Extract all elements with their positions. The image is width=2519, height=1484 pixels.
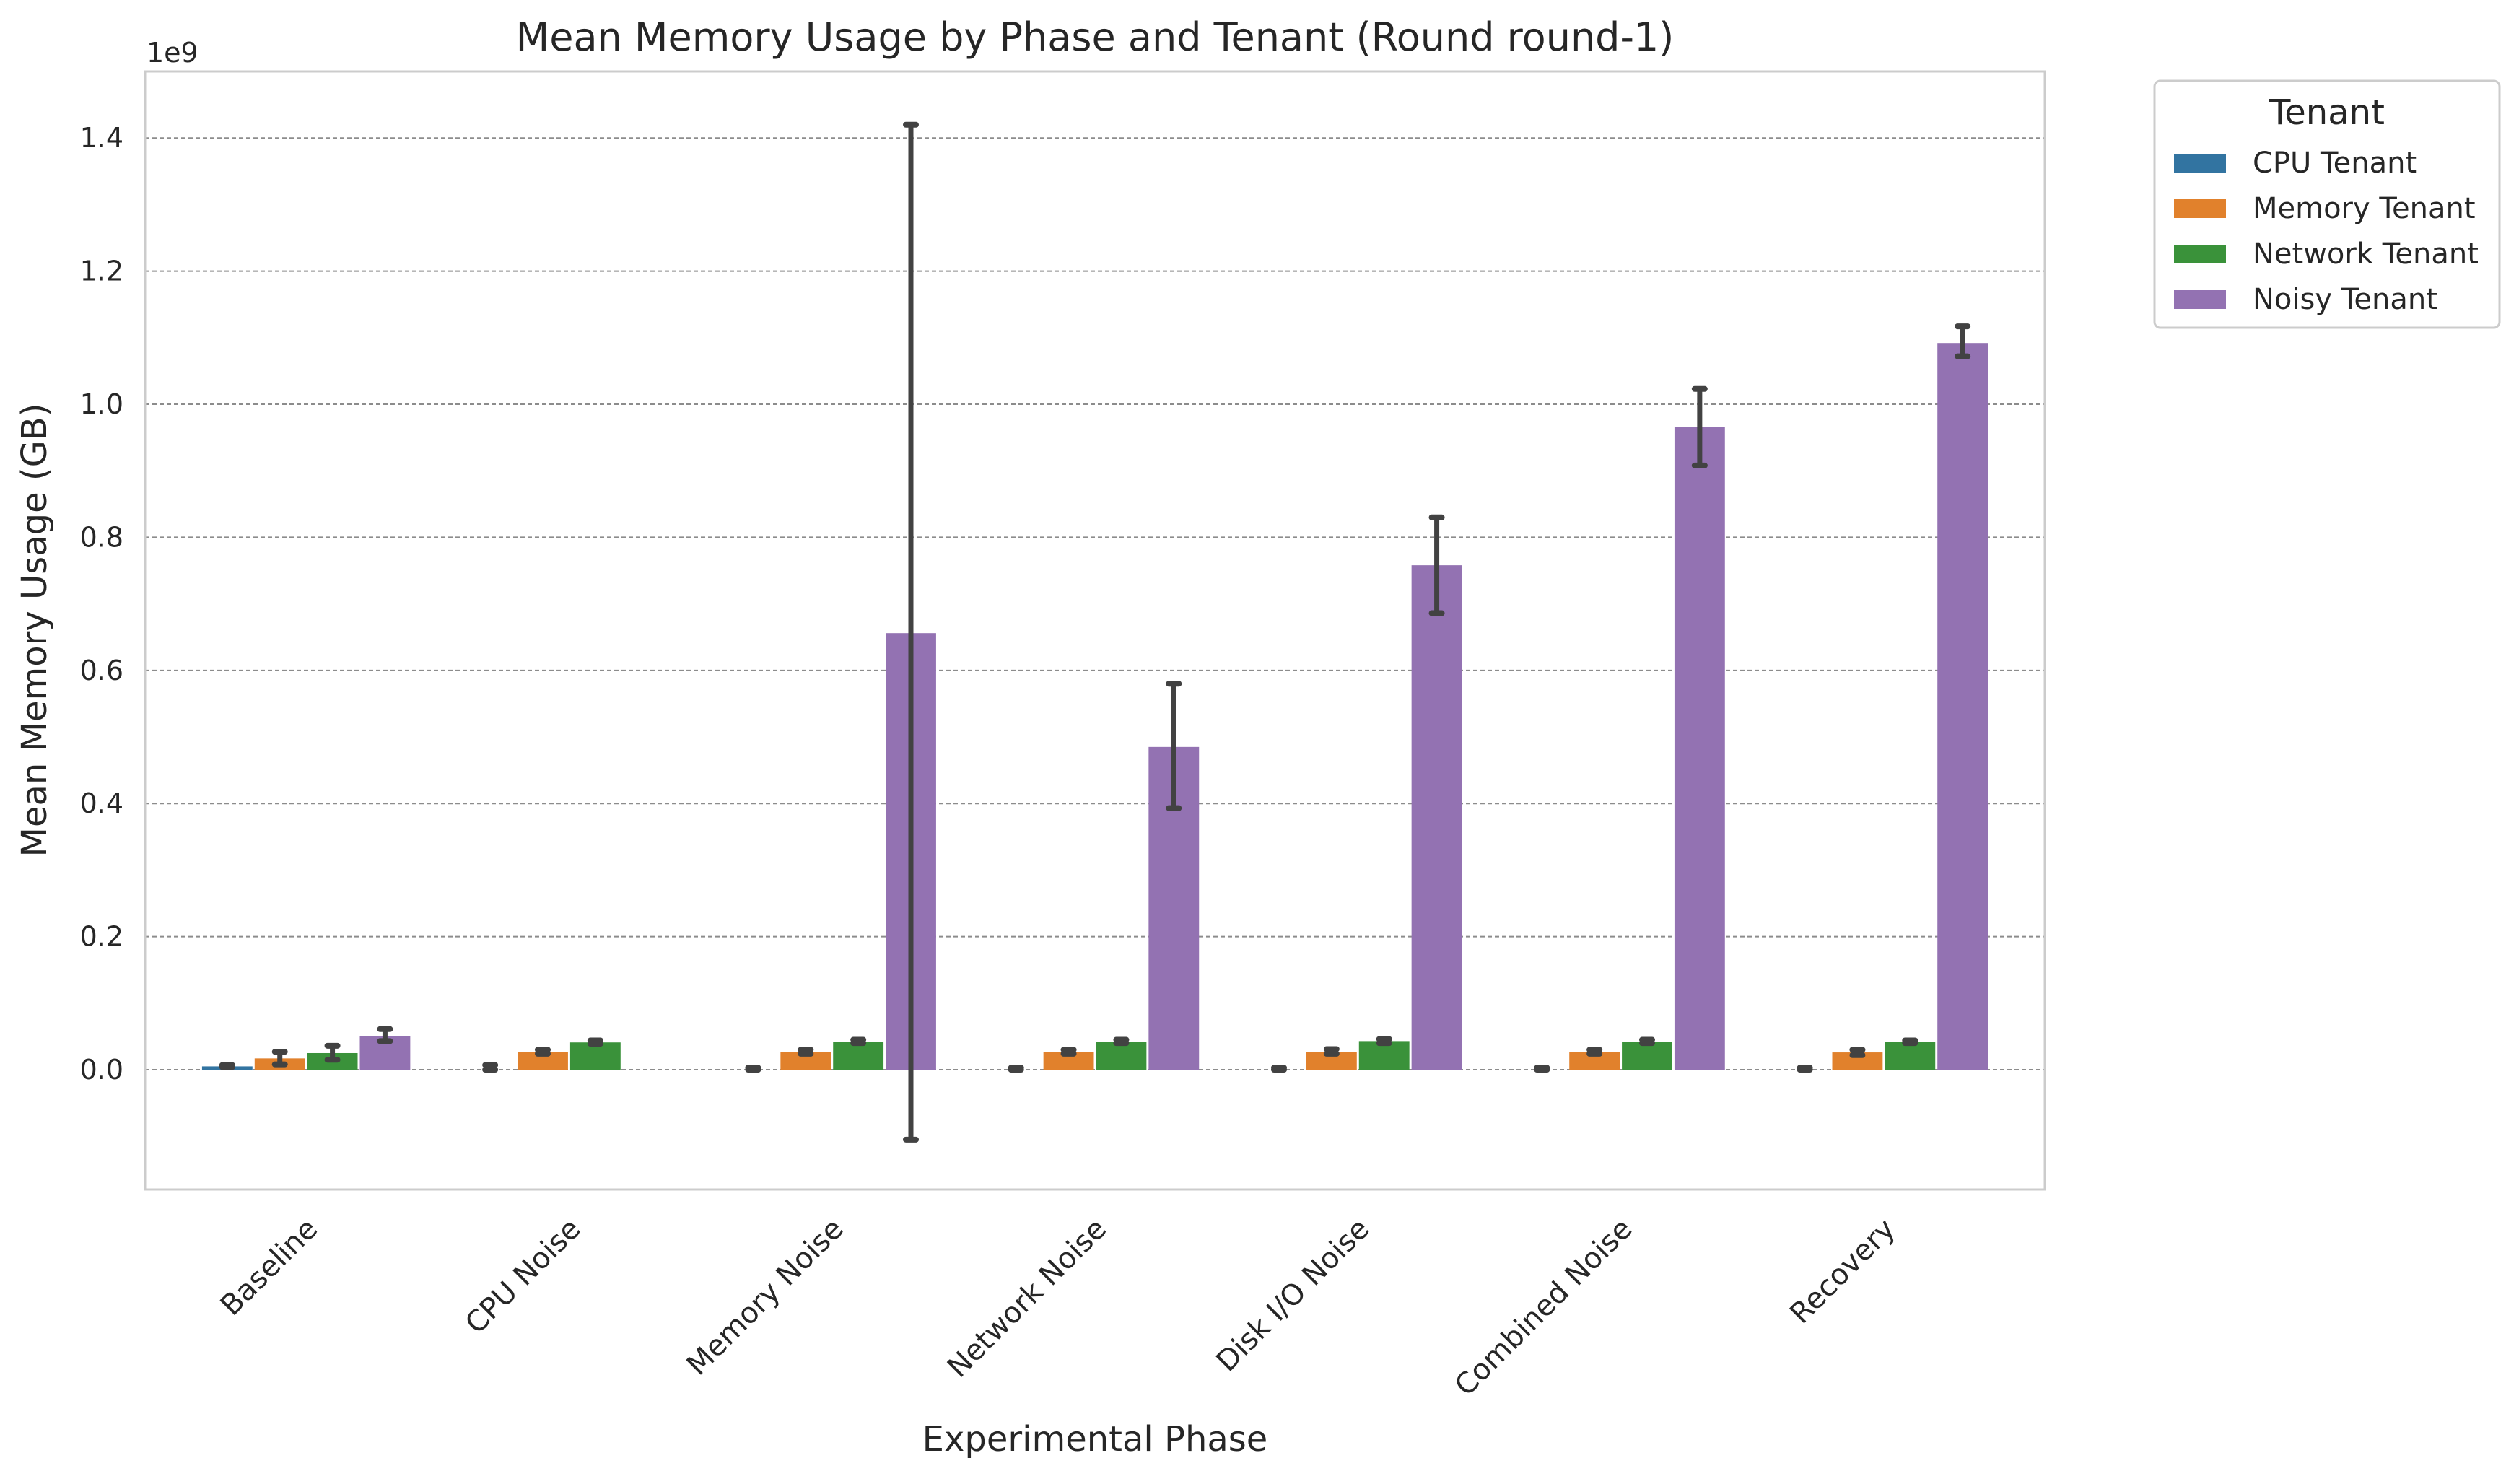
y-tick-label: 0.0 [80, 1054, 123, 1086]
legend-frame [2153, 79, 2501, 329]
legend-title: Tenant [2269, 92, 2385, 133]
legend: Tenant CPU Tenant Memory Tenant Network Te… [2153, 79, 2501, 329]
bar-noisy-tenant [1937, 343, 1988, 1070]
bar-network-tenant [1885, 1042, 1936, 1070]
bars [201, 343, 1988, 1070]
legend-swatch [2174, 290, 2226, 309]
bar-noisy-tenant [1674, 427, 1725, 1070]
y-tick-label: 1.4 [80, 122, 123, 154]
y-tick-label: 0.4 [80, 787, 123, 819]
bar-network-tenant [1096, 1042, 1147, 1070]
bar-network-tenant [569, 1042, 621, 1070]
legend-label: Noisy Tenant [2253, 283, 2437, 316]
legend-swatch [2174, 154, 2226, 173]
legend-swatch [2174, 245, 2226, 263]
x-axis-label: Experimental Phase [922, 1419, 1268, 1459]
bar-noisy-tenant [1411, 565, 1462, 1070]
y-tick-label: 0.2 [80, 921, 123, 953]
legend-label: CPU Tenant [2253, 147, 2417, 180]
grid-lines [145, 137, 2045, 1071]
bar-memory-tenant [1832, 1052, 1883, 1070]
y-tick-label: 0.6 [80, 655, 123, 686]
y-tick-label: 1.0 [80, 388, 123, 420]
y-axis-label: Mean Memory Usage (GB) [14, 403, 55, 857]
bar-network-tenant [833, 1042, 884, 1070]
bar-network-tenant [1622, 1042, 1672, 1070]
chart-title: Mean Memory Usage by Phase and Tenant (R… [516, 14, 1675, 60]
legend-swatch [2174, 199, 2226, 218]
plot-frame [144, 70, 2046, 1191]
y-tick-label: 0.8 [80, 521, 123, 553]
legend-items: CPU Tenant Memory Tenant Network Tenant Noi… [2174, 147, 2479, 316]
y-offset-text: 1e9 [147, 37, 198, 69]
y-tick-label: 1.2 [80, 256, 123, 287]
error-bars [219, 121, 1971, 1143]
y-tick-labels: 0.0 0.2 0.4 0.6 0.8 1.0 1.2 1.4 [80, 122, 123, 1086]
legend-label: Network Tenant [2253, 237, 2479, 271]
legend-label: Memory Tenant [2253, 192, 2476, 225]
